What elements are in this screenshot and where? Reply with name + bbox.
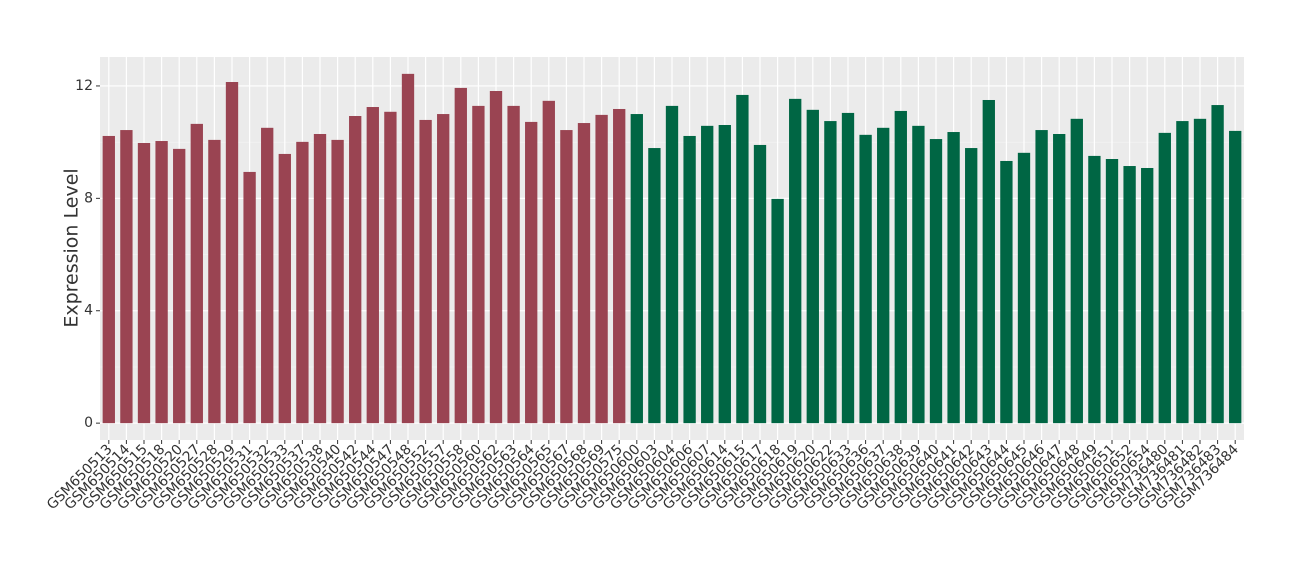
bar xyxy=(736,94,749,424)
bar xyxy=(718,125,731,424)
bar xyxy=(1193,118,1207,424)
y-tick-label: 12 xyxy=(75,78,93,94)
y-tick-label: 8 xyxy=(84,190,93,206)
bar xyxy=(542,100,555,424)
bar xyxy=(1123,166,1136,424)
bar xyxy=(1158,132,1171,424)
bar xyxy=(366,107,379,424)
bar xyxy=(243,171,256,424)
bar xyxy=(630,114,643,424)
bar xyxy=(525,121,538,424)
bar xyxy=(1017,152,1031,424)
bar xyxy=(1070,118,1083,424)
bar xyxy=(1088,155,1101,424)
bar xyxy=(771,198,784,424)
y-axis-label: Expression Level xyxy=(61,168,83,327)
bar xyxy=(278,153,291,424)
bar xyxy=(665,105,679,424)
bar xyxy=(648,148,661,424)
bar xyxy=(489,91,503,424)
bar xyxy=(577,123,591,424)
bar xyxy=(982,99,995,424)
bar xyxy=(560,130,573,424)
bar xyxy=(419,119,432,424)
bar xyxy=(437,114,450,424)
bar xyxy=(137,142,151,424)
bar xyxy=(824,121,837,424)
bar xyxy=(208,139,221,424)
bar xyxy=(912,125,925,424)
bar xyxy=(331,139,344,424)
bar xyxy=(753,144,767,424)
bar xyxy=(261,127,274,424)
bar xyxy=(1053,133,1066,424)
bar xyxy=(454,87,467,424)
bar xyxy=(102,135,115,424)
bar xyxy=(1000,160,1013,424)
bar xyxy=(349,116,362,424)
bar xyxy=(173,148,186,424)
bar xyxy=(1176,121,1189,424)
bar xyxy=(190,123,203,424)
bar xyxy=(789,98,802,424)
bar xyxy=(507,105,520,424)
bar xyxy=(401,73,415,424)
bar xyxy=(120,130,133,424)
bar xyxy=(806,109,819,424)
bar xyxy=(1141,167,1154,424)
bar xyxy=(613,108,626,424)
bar xyxy=(965,148,978,424)
bar xyxy=(841,112,855,424)
y-tick-label: 0 xyxy=(84,415,93,431)
bar xyxy=(929,139,943,424)
bar xyxy=(947,132,960,424)
bar xyxy=(225,82,239,424)
bar xyxy=(1035,130,1048,424)
bar xyxy=(313,133,327,424)
bar xyxy=(859,134,872,424)
bar xyxy=(595,114,608,424)
bar xyxy=(384,111,397,424)
bar xyxy=(683,135,696,424)
y-tick-label: 4 xyxy=(84,303,93,319)
bar xyxy=(155,141,168,424)
bar xyxy=(877,127,890,424)
bar xyxy=(701,125,714,424)
bar xyxy=(472,105,485,424)
bar xyxy=(1229,130,1242,424)
bar xyxy=(894,110,907,424)
bar xyxy=(1105,159,1119,424)
bar xyxy=(1211,105,1224,424)
bar xyxy=(296,141,309,424)
